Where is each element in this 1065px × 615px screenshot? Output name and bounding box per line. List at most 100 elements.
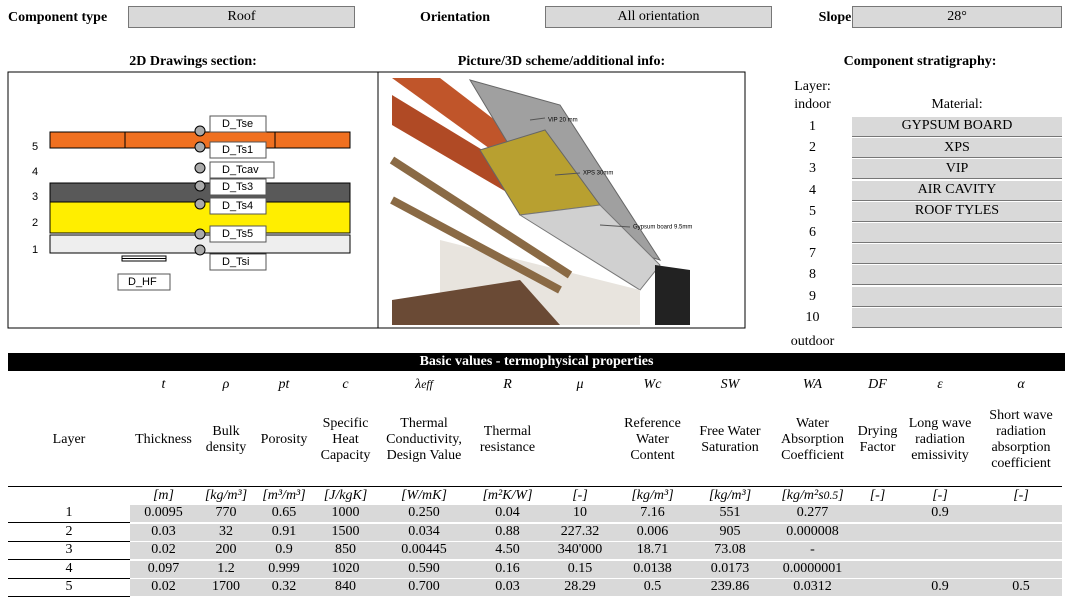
cell: 18.71 <box>615 542 690 560</box>
text: ε <box>937 376 943 392</box>
description: Reference Water Content <box>624 415 681 464</box>
sensor-label: D_Ts5 <box>222 228 253 240</box>
material-cell <box>852 223 1062 243</box>
cell: 239.86 <box>690 579 770 597</box>
section-title: Picture/3D scheme/additional info: <box>457 53 666 69</box>
value-box: Roof <box>128 6 355 28</box>
symbol: t <box>130 376 197 394</box>
cell: 0.91 <box>255 523 313 542</box>
description: Bulk density <box>205 423 247 455</box>
text: 0.5 <box>823 489 839 503</box>
layer-number: 1 <box>32 244 38 256</box>
cell: 0.0095 <box>130 505 197 523</box>
cell <box>855 579 900 597</box>
unit: [-] <box>980 487 1062 505</box>
label: Layer: <box>794 78 831 94</box>
cell: 0.32 <box>255 579 313 597</box>
cell: 200 <box>197 542 255 560</box>
cell: 28.29 <box>545 579 615 597</box>
symbol: ε <box>900 376 980 394</box>
cell: 0.03 <box>470 579 545 597</box>
material-cell: GYPSUM BOARD <box>852 117 1062 137</box>
cell: 770 <box>197 505 255 523</box>
cell: 0.700 <box>378 579 470 597</box>
cell: 73.08 <box>690 542 770 560</box>
unit: [-] <box>855 487 900 505</box>
text: μ <box>576 376 584 392</box>
cell: 0.00445 <box>378 542 470 560</box>
material-cell: VIP <box>852 159 1062 180</box>
material-cell: XPS <box>852 138 1062 159</box>
layer-number: 5 <box>809 203 816 219</box>
cell: 0.03 <box>130 523 197 542</box>
cell: 0.0000001 <box>770 560 855 579</box>
rule <box>8 486 1062 487</box>
picture-label: XPS 30mm <box>583 171 613 177</box>
cell: 0.000008 <box>770 523 855 542</box>
text: [m³/m³] <box>262 487 306 503</box>
text: WA <box>802 376 823 392</box>
unit: [-] <box>900 487 980 505</box>
label: Orientation <box>420 9 490 25</box>
cell: 0.04 <box>470 505 545 523</box>
text: [-] <box>932 487 948 503</box>
section-title: Component stratigraphy: <box>843 53 997 69</box>
sensor <box>194 125 206 137</box>
description: Porosity <box>260 431 308 447</box>
value-box: 28° <box>852 6 1062 28</box>
row-label: 2 <box>8 524 130 542</box>
cell: 905 <box>690 523 770 542</box>
cell: 0.0138 <box>615 560 690 579</box>
layer-number: 2 <box>809 140 816 156</box>
sensor-label: D_Ts4 <box>222 200 253 212</box>
text: λ <box>415 376 422 392</box>
cell: 0.5 <box>980 579 1062 597</box>
cell <box>855 505 900 523</box>
row-label: 4 <box>8 561 130 579</box>
cell: 7.16 <box>615 505 690 523</box>
cell: 0.590 <box>378 560 470 579</box>
layer-number: 4 <box>32 166 38 178</box>
label: outdoor <box>790 333 835 349</box>
cell: 551 <box>690 505 770 523</box>
sensor-box <box>117 273 171 291</box>
sensor-box <box>209 197 267 215</box>
cell <box>900 542 980 560</box>
text: [W/mK] <box>401 487 447 503</box>
cell: 0.006 <box>615 523 690 542</box>
material-cell <box>852 265 1062 286</box>
cell: 0.097 <box>130 560 197 579</box>
text: [J/kgK] <box>323 487 368 503</box>
symbol: ρ <box>197 376 255 394</box>
description: Long wave radiation emissivity <box>908 415 972 464</box>
cell: 850 <box>313 542 378 560</box>
layer-number: 1 <box>809 118 816 134</box>
unit: [kg/m²s 0.5] <box>770 487 855 505</box>
cell: 1700 <box>197 579 255 597</box>
cell: 0.0173 <box>690 560 770 579</box>
cell <box>855 560 900 579</box>
unit: [W/mK] <box>378 487 470 505</box>
sensor-box <box>209 253 267 271</box>
description: Free Water Saturation <box>699 423 761 455</box>
material-cell: AIR CAVITY <box>852 180 1062 201</box>
material-cell: ROOF TYLES <box>852 201 1062 222</box>
material-cell <box>852 286 1062 307</box>
unit: [J/kgK] <box>313 487 378 505</box>
symbol: SW <box>690 376 770 394</box>
symbol: α <box>980 376 1062 394</box>
cell <box>980 505 1062 523</box>
cell: 0.88 <box>470 523 545 542</box>
layer-number: 3 <box>32 191 38 203</box>
description: Short wave radiation absorption coeffici… <box>989 407 1053 472</box>
layer-number: 3 <box>809 161 816 177</box>
sensor-box <box>209 115 267 133</box>
description: Drying Factor <box>857 423 898 455</box>
sensor-label: D_Tcav <box>222 164 259 176</box>
layer-number: 9 <box>809 288 816 304</box>
unit: [kg/m³] <box>690 487 770 505</box>
text: ρ <box>222 376 230 392</box>
sensor-box <box>209 161 275 179</box>
